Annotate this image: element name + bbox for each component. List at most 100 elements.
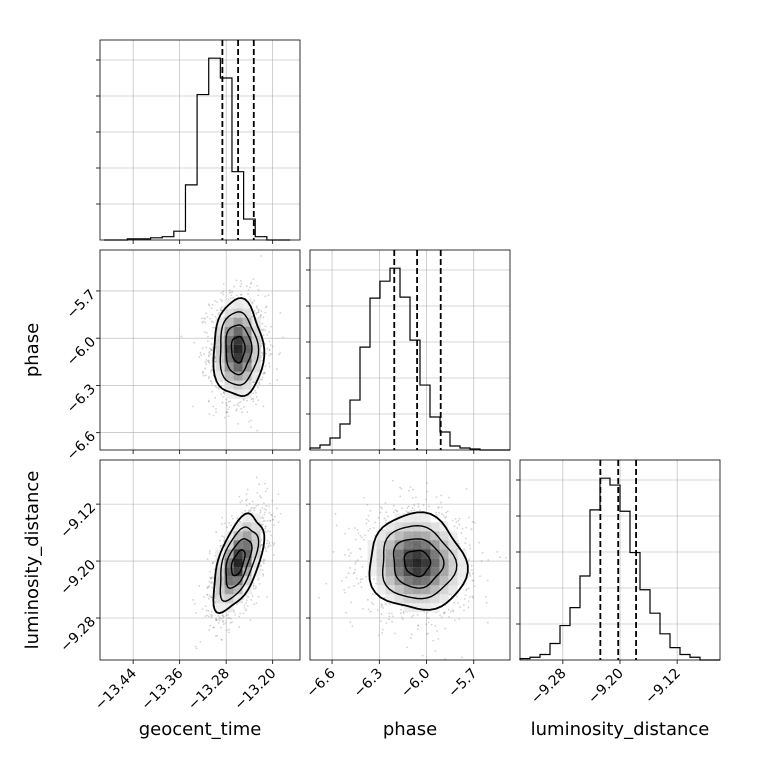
2d-luminosity_distance-vs-geocent_time-density-cell [251,558,261,568]
2d-luminosity_distance-vs-phase-point [417,503,420,505]
2d-luminosity_distance-vs-phase-point [425,498,428,501]
2d-luminosity_distance-vs-phase-point [335,524,338,527]
2d-luminosity_distance-vs-geocent_time-point [258,483,261,486]
2d-luminosity_distance-vs-phase-point [444,627,447,630]
2d-phase-vs-geocent_time-point [270,325,273,328]
2d-luminosity_distance-vs-geocent_time-point [262,560,265,563]
2d-phase-vs-geocent_time-density-cell [233,299,243,309]
2d-phase-vs-geocent_time-point [241,411,243,414]
2d-luminosity_distance-vs-phase-point [411,496,414,499]
2d-luminosity_distance-vs-geocent_time-point [198,585,201,587]
2d-luminosity_distance-vs-phase-point [334,513,337,515]
2d-luminosity_distance-vs-geocent_time-point [263,513,266,516]
2d-luminosity_distance-vs-geocent_time-point [239,520,242,523]
2d-luminosity_distance-vs-geocent_time-point [260,539,263,541]
2d-luminosity_distance-vs-phase-point [344,591,347,594]
2d-phase-vs-geocent_time-point [270,353,273,356]
2d-phase-vs-geocent_time-point [205,346,208,349]
2d-phase-vs-geocent_time-point [261,359,264,362]
2d-luminosity_distance-vs-phase-point [354,538,357,541]
2d-luminosity_distance-vs-geocent_time-point [207,586,210,589]
2d-phase-vs-geocent_time-contour-3 [212,297,266,398]
2d-phase-vs-geocent_time-point [210,348,213,351]
2d-luminosity_distance-vs-phase-point [380,603,383,605]
2d-luminosity_distance-vs-phase-point [369,527,371,530]
2d-phase-vs-geocent_time-point [255,396,258,398]
2d-phase-vs-geocent_time-point [211,369,214,372]
2d-luminosity_distance-vs-phase-point [422,504,425,506]
2d-luminosity_distance-vs-geocent_time-point [241,499,244,502]
2d-luminosity_distance-vs-geocent_time-point [245,504,248,507]
2d-phase-vs-geocent_time-point [217,313,220,316]
2d-phase-vs-geocent_time-point [228,289,231,292]
2d-luminosity_distance-vs-geocent_time-density-cell [251,513,261,523]
2d-phase-vs-geocent_time-density-cell [233,389,243,399]
2d-phase-vs-geocent_time-point [253,299,256,302]
2d-luminosity_distance-vs-phase-point [365,575,368,578]
2d-luminosity_distance-vs-geocent_time-point [209,624,212,627]
2d-luminosity_distance-vs-phase-point [455,595,458,598]
2d-luminosity_distance-vs-geocent_time-point [262,562,265,564]
2d-phase-vs-geocent_time [96,249,301,454]
2d-phase-vs-geocent_time-density-cell [251,344,261,354]
2d-phase-vs-geocent_time-point [232,297,235,299]
2d-phase-vs-geocent_time-point [199,352,202,354]
2d-phase-vs-geocent_time-density-cell [224,317,234,327]
2d-luminosity_distance-vs-geocent_time-point [228,617,231,619]
2d-phase-vs-geocent_time-point [211,349,214,352]
2d-luminosity_distance-vs-geocent_time-point [263,559,266,562]
2d-luminosity_distance-vs-phase-point [455,520,458,523]
2d-phase-vs-geocent_time-density-cell [251,362,261,372]
2d-phase-vs-geocent_time-point [213,300,216,302]
2d-luminosity_distance-vs-phase-point [400,608,403,611]
2d-luminosity_distance-vs-geocent_time-point [249,508,252,511]
2d-luminosity_distance-vs-phase-density-cell [421,540,431,550]
2d-phase-vs-geocent_time-point [222,395,224,398]
2d-luminosity_distance-vs-phase-point [390,612,393,615]
2d-luminosity_distance-vs-phase-density-cell [376,549,386,559]
2d-luminosity_distance-vs-phase-point [498,556,501,559]
2d-luminosity_distance-vs-geocent_time-point [206,593,209,596]
hist-geocent_time-bin-9 [209,58,221,240]
2d-luminosity_distance-vs-geocent_time-point [208,570,211,573]
2d-phase-vs-geocent_time-point [227,400,230,403]
2d-luminosity_distance-vs-phase-point [408,511,411,514]
2d-luminosity_distance-vs-phase-point [465,588,468,591]
2d-luminosity_distance-vs-geocent_time-point [245,608,248,611]
2d-luminosity_distance-vs-geocent_time-point [264,546,267,549]
2d-luminosity_distance-vs-geocent_time-point [208,552,211,555]
2d-phase-vs-geocent_time-point [237,422,240,425]
2d-phase-vs-geocent_time-point [262,405,265,408]
2d-phase-vs-geocent_time-density-cell [233,317,243,327]
2d-phase-vs-geocent_time-point [261,323,264,325]
2d-luminosity_distance-vs-phase-density-cell [439,531,449,541]
2d-luminosity_distance-vs-geocent_time-density-cell [233,576,243,586]
2d-luminosity_distance-vs-geocent_time-point [269,544,272,547]
2d-luminosity_distance-vs-geocent_time-point [262,573,264,576]
2d-luminosity_distance-vs-phase-density-cell [430,540,440,550]
2d-luminosity_distance-vs-phase-point [369,509,372,512]
2d-luminosity_distance-vs-phase-point [472,596,474,599]
2d-phase-vs-geocent_time-point [207,400,210,403]
2d-luminosity_distance-vs-phase-point [388,615,391,618]
2d-luminosity_distance-vs-phase-point [391,620,394,623]
2d-phase-vs-geocent_time-point [255,306,258,309]
2d-phase-vs-geocent_time-point [257,288,260,291]
2d-luminosity_distance-vs-phase-point [463,597,466,600]
hist-luminosity_distance [516,459,721,664]
2d-luminosity_distance-vs-geocent_time-point [210,596,212,599]
2d-luminosity_distance-vs-geocent_time-point [246,488,249,491]
x-tick-label: −5.7 [445,666,480,701]
hist-phase-steps [309,267,510,451]
2d-luminosity_distance-vs-geocent_time-point [269,519,272,522]
2d-luminosity_distance-vs-geocent_time-point [210,616,213,618]
2d-phase-vs-geocent_time-point [239,293,242,296]
2d-phase-vs-geocent_time-point [257,294,259,297]
2d-luminosity_distance-vs-geocent_time-point [210,577,213,580]
2d-luminosity_distance-vs-geocent_time-point [225,614,228,617]
2d-luminosity_distance-vs-geocent_time-point [266,596,269,598]
2d-phase-vs-geocent_time-point [252,278,255,280]
2d-luminosity_distance-vs-geocent_time-point [262,574,265,577]
2d-luminosity_distance-vs-geocent_time-density-cell [251,531,261,541]
2d-luminosity_distance-vs-phase-point [480,560,483,562]
